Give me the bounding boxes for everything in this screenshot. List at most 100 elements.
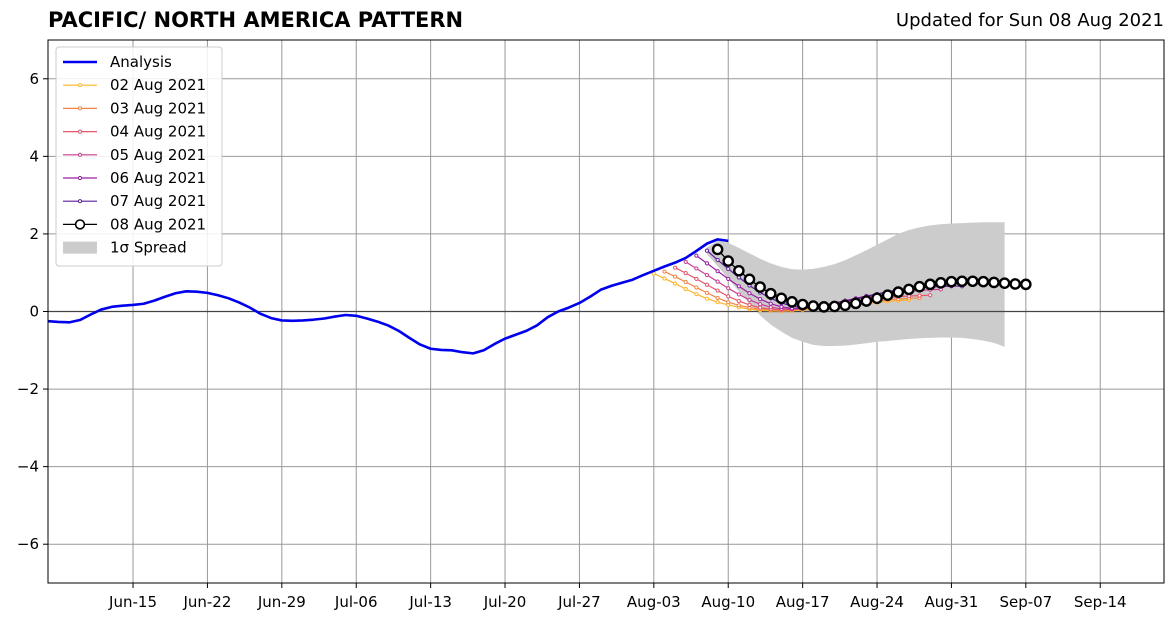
series-point [715,300,720,305]
legend-marker [77,175,83,181]
series-point [736,292,741,297]
series-point [779,304,784,309]
series-point [747,291,752,296]
series-point [683,259,688,264]
x-tick-label: Aug-03 [627,593,681,611]
y-axis: −6 −4 −2 0 2 4 6 [17,70,48,553]
x-tick-label: Sep-14 [1074,593,1127,611]
legend-label: 05 Aug 2021 [110,146,206,164]
series-point [726,276,731,282]
series-point [998,277,1011,289]
series-point [736,298,741,304]
y-tick-label: −2 [17,380,39,398]
series-point [683,286,688,292]
series-point [796,298,809,311]
series-point [758,302,763,307]
series-point [715,269,720,274]
series-point [913,280,926,293]
series-point [747,297,752,302]
series-point [758,296,763,302]
series-point [683,279,688,285]
series-point [683,271,688,276]
analysis-series [47,238,729,355]
series-point [715,257,720,263]
series-point [715,288,720,293]
x-tick-label: Sep-07 [999,593,1052,611]
legend-marker [77,106,83,111]
x-axis: Jun-15 Jun-22 Jun-29 Jul-06 Jul-13 Jul-20 Jul-… [108,583,1127,611]
legend-marker [77,129,83,134]
series-point [704,248,710,253]
series-point [924,278,936,291]
x-tick-label: Jul-20 [483,593,527,611]
legend-label: Analysis [110,53,172,71]
series-point [764,287,777,300]
series-point [881,289,894,302]
series-point [928,293,933,298]
x-tick-label: Jul-06 [334,593,378,611]
series-point [672,265,678,270]
series-point [807,300,820,312]
legend-marker [77,83,83,88]
series-point [694,253,699,258]
series-point [775,292,788,305]
series-point [715,295,720,301]
y-tick-label: 4 [29,147,39,165]
legend-label: 07 Aug 2021 [110,192,206,210]
series-point [704,261,710,266]
series-point [903,283,915,296]
series-point [704,282,710,287]
plot-frame [47,39,1165,584]
series-point [892,286,905,298]
legend-label: 06 Aug 2021 [110,169,206,187]
series-point [828,300,841,313]
series-point [935,276,947,289]
series-point [715,279,720,284]
series-point [733,264,745,277]
series-point [726,286,731,291]
x-tick-label: Jun-15 [108,593,157,611]
series-point [726,300,731,305]
series-point [1020,278,1032,291]
y-tick-label: −4 [17,458,39,476]
y-tick-label: 2 [29,225,39,243]
series-point [818,301,830,313]
series-point [694,266,699,271]
series-point [662,269,667,274]
x-tick-label: Jun-29 [257,593,306,611]
x-tick-label: Jun-22 [182,593,231,611]
series-point [786,296,798,308]
y-tick-label: 6 [29,70,39,88]
legend: Analysis 02 Aug 2021 03 Aug 2021 04 Aug 202… [55,46,223,267]
x-tick-label: Aug-17 [776,593,830,611]
y-tick-label: 0 [29,303,39,321]
series-point [711,243,724,256]
legend-label: 04 Aug 2021 [110,123,206,141]
series-point [871,292,883,305]
series-point [849,297,862,310]
legend-label: 02 Aug 2021 [110,76,206,94]
series-point [704,290,710,295]
x-tick-label: Jul-13 [408,593,452,611]
series-point [743,273,756,286]
series-point [736,303,741,308]
series-point [694,291,699,297]
legend-swatch [63,241,97,254]
forecast-series [651,243,1032,314]
series-point [694,285,699,290]
legend-box [55,46,223,267]
series-point [672,274,678,279]
chart-subtitle: Updated for Sun 08 Aug 2021 [895,10,1164,31]
series-point [662,276,667,281]
series-point [839,299,851,312]
series-point [758,305,763,310]
series-point [704,296,710,301]
series-point [1009,278,1022,290]
spread-area [706,222,1005,347]
series-point [956,275,968,288]
series-point [966,275,979,288]
series-point [726,266,731,271]
x-tick-label: Jul-27 [557,593,601,611]
series-point [736,284,741,289]
